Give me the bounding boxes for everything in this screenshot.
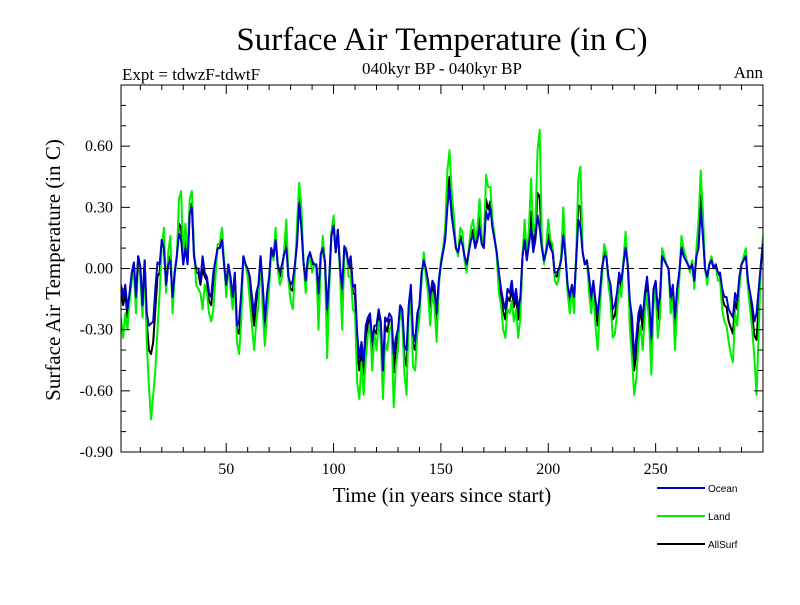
y-axis-label: Surface Air Temperature (in C) [41,139,65,401]
series-layer [121,128,763,421]
y-axis-tick-labels: -0.90 -0.60 -0.30 0.00 0.30 0.60 [80,138,113,461]
x-tick-label: 250 [644,461,668,478]
plot-area [120,84,764,453]
legend-label-ocean: Ocean [708,484,737,495]
season-label: Ann [734,63,764,82]
chart-legend: Ocean Land AllSurf [657,484,738,551]
legend-label-allsurf: AllSurf [708,540,738,551]
y-tick-label: -0.30 [80,322,113,339]
x-tick-label: 150 [429,461,453,478]
x-tick-label: 200 [536,461,560,478]
series-line-land [121,128,763,421]
experiment-label: Expt = tdwzF-tdwtF [122,65,260,84]
y-tick-label: 0.30 [85,199,113,216]
y-tick-label: 0.60 [85,138,113,155]
x-tick-label: 100 [322,461,346,478]
chart-title: Surface Air Temperature (in C) [236,22,647,58]
axis-ticks [121,84,763,453]
x-axis-tick-labels: 50 100 150 200 250 [218,461,667,478]
x-axis-label: Time (in years since start) [333,483,552,507]
legend-label-land: Land [708,512,730,523]
y-tick-label: -0.90 [80,444,113,461]
x-tick-label: 50 [218,461,234,478]
y-tick-label: 0.00 [85,261,113,278]
chart-subtitle: 040kyr BP - 040kyr BP [362,59,522,78]
y-tick-label: -0.60 [80,383,113,400]
series-line-ocean [121,185,763,372]
